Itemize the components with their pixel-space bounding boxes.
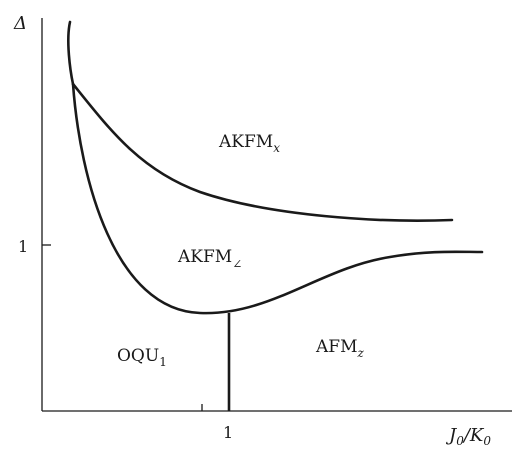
y-axis-label: Δ [13,13,27,34]
region-akfm-x: AKFMx [218,132,280,155]
region-akfm-angle: AKFM∠ [177,247,242,271]
x-tick-label: 1 [223,423,233,442]
region-oqu1: OQU1 [117,346,167,369]
boundary-akfm-angle-lower [71,82,484,315]
y-tick-label: 1 [18,237,28,256]
boundary-upper-left [67,20,75,86]
boundary-akfm-x [71,82,454,222]
x-axis-label: J0/K0 [445,425,491,448]
region-afm-z: AFMz [315,337,364,360]
